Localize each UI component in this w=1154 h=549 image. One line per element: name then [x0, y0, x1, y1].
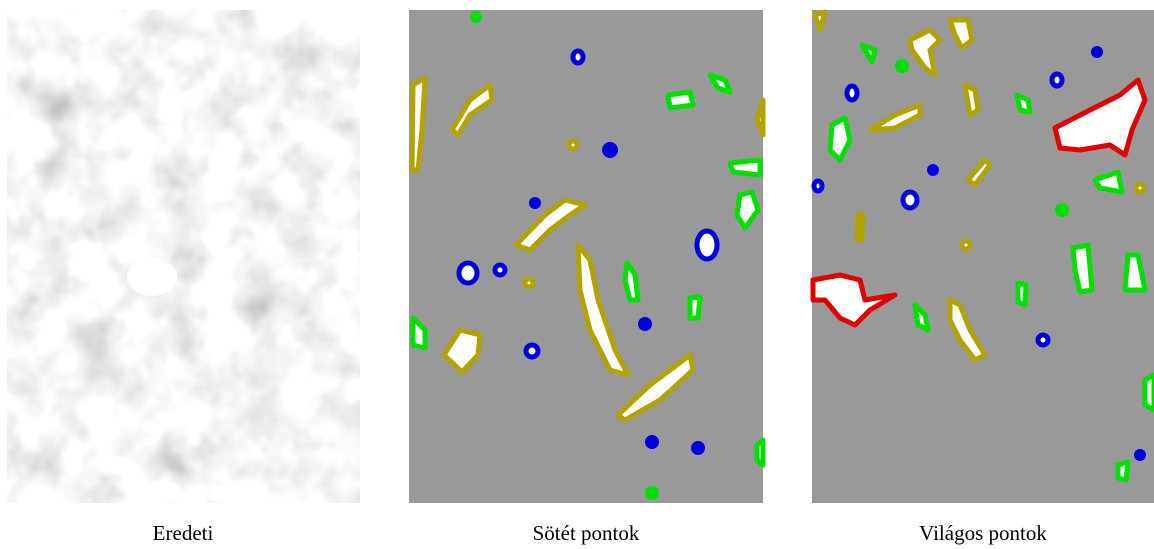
figure: Eredeti Sötét pontok Világos pontok: [0, 0, 1154, 549]
dark-points-image: [409, 10, 763, 503]
caption: Eredeti: [153, 521, 214, 545]
caption: Világos pontok: [919, 521, 1047, 545]
light-points-image: [812, 10, 1154, 503]
caption: Sötét pontok: [533, 521, 640, 545]
original-image: [7, 10, 360, 503]
